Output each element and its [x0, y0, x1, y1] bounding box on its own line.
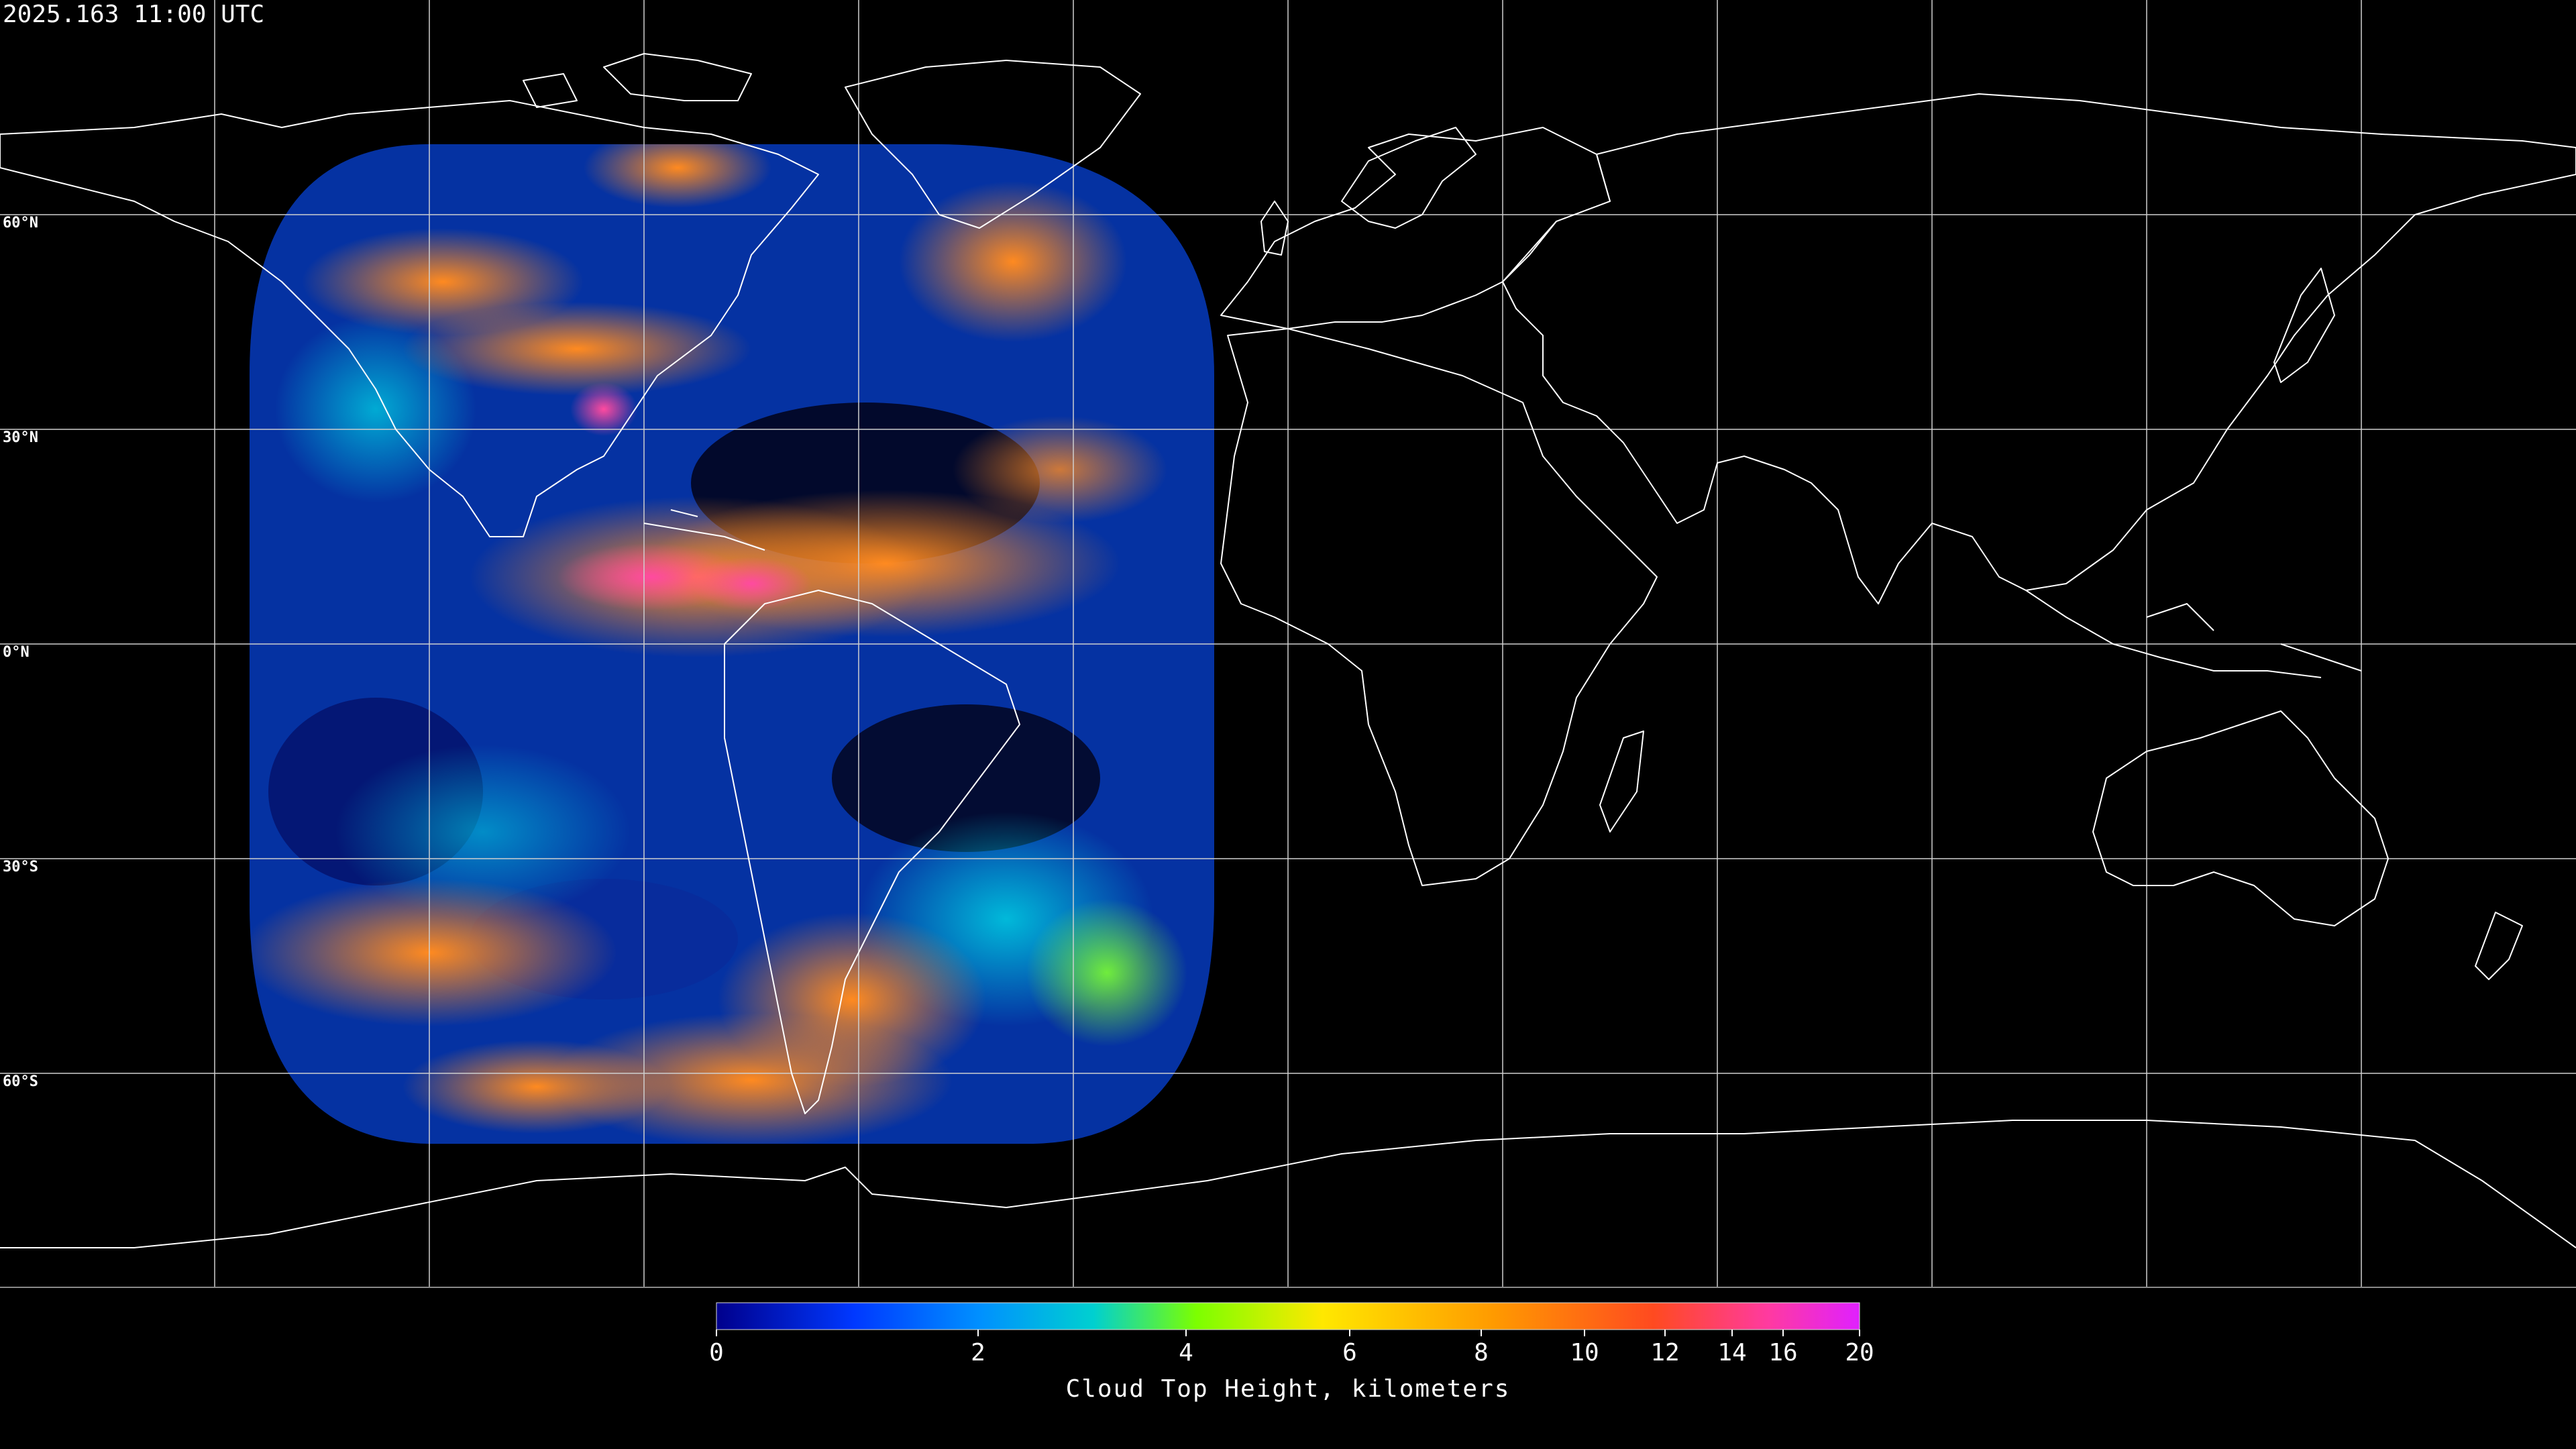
colorbar-ticks — [716, 1330, 1860, 1336]
coastline-japan — [2273, 268, 2335, 383]
coastlines — [0, 53, 2576, 1248]
colorbar-title: Cloud Top Height, kilometers — [1065, 1375, 1511, 1403]
colorbar-tick-label: 4 — [1179, 1339, 1193, 1366]
colorbar-gradient — [716, 1302, 1860, 1330]
coastline-europe — [1220, 127, 1611, 329]
lat-label-60n: 60°N — [3, 215, 38, 231]
colorbar-tick-label: 14 — [1717, 1339, 1747, 1366]
image-timestamp: 2025.163 11:00 UTC — [3, 1, 265, 28]
colorbar-tick-label: 16 — [1768, 1339, 1798, 1366]
coastline-madagascar — [1599, 731, 1644, 833]
lat-label-60s: 60°S — [3, 1073, 38, 1090]
colorbar-tick-label: 20 — [1845, 1339, 1874, 1366]
map-bottom-rule — [0, 1287, 2576, 1288]
coastline-arctic-islands — [523, 53, 752, 108]
colorbar-tick-label: 2 — [971, 1339, 985, 1366]
coastline-south-america — [724, 590, 1020, 1114]
coastline-north-america — [0, 100, 819, 537]
colorbar-tick-label: 6 — [1342, 1339, 1357, 1366]
lat-label-0n: 0°N — [3, 644, 30, 661]
coastline-caribbean — [643, 509, 765, 551]
coastline-asia — [1502, 93, 2576, 604]
coastline-british-isles — [1260, 201, 1289, 256]
coastline-africa — [1220, 328, 1658, 886]
colorbar-tick-label: 12 — [1650, 1339, 1680, 1366]
lat-label-30s: 30°S — [3, 859, 38, 875]
coastline-new-zealand — [2475, 912, 2523, 980]
colorbar-tick-label: 0 — [709, 1339, 724, 1366]
colorbar-tick-label: 8 — [1474, 1339, 1489, 1366]
graticule — [0, 0, 2576, 1287]
coastline-greenland — [845, 60, 1141, 229]
coastline-antarctica — [0, 1120, 2576, 1248]
lat-label-30n: 30°N — [3, 429, 38, 446]
coastline-scandinavia — [1341, 127, 1477, 229]
coastline-indonesia — [2025, 590, 2362, 678]
colorbar-tick-label: 10 — [1570, 1339, 1599, 1366]
cloud-top-height-imagery — [249, 144, 1214, 1144]
coastline-australia — [2092, 710, 2389, 926]
